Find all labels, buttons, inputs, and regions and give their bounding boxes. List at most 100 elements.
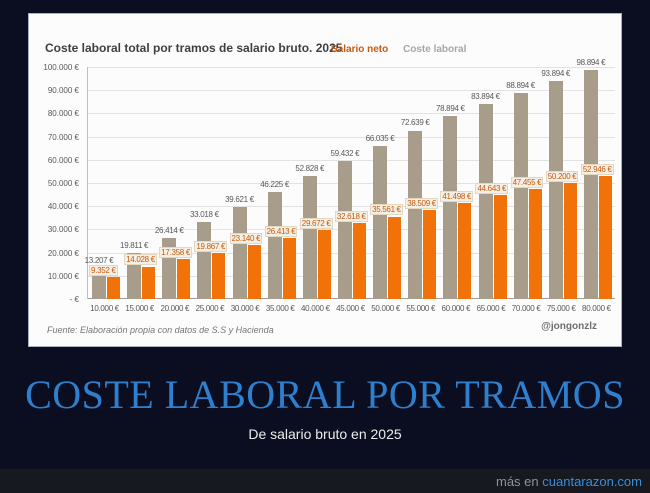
meme-title: COSTE LABORAL POR TRAMOS [25,372,625,417]
x-tick-label: 15.000 € [125,304,155,313]
y-tick-label: 50.000 € [47,179,79,188]
bar-value-label-neto: 26.413 € [264,225,298,237]
bar-value-label-neto: 19.867 € [194,240,228,252]
y-tick-label: 100.000 € [43,63,79,72]
bar-value-label-neto: 41.498 € [440,190,474,202]
x-axis: 10.000 € 15.000 € 20.000 € 25.000 € 30.000 €… [87,304,614,316]
bar-salario-neto [212,252,226,299]
bar-salario-neto [388,216,402,299]
y-tick-label: 30.000 € [47,225,79,235]
bar-coste-laboral [548,81,563,299]
bar-value-label-neto: 35.561 € [370,204,403,216]
bar-value-label-neto: 29.672 € [299,218,333,230]
bar-coste-laboral [583,69,598,299]
bar-salario-neto [528,188,542,299]
x-tick-label: 60.000 € [441,304,471,313]
y-tick-label: 80.000 € [47,109,79,119]
bar-value-label-coste: 52.828 € [295,164,325,174]
bar-salario-neto [493,195,507,299]
bar-value-label-coste: 88.894 € [506,80,535,90]
legend-item-salario-neto: Salario neto [331,44,389,55]
x-tick-label: 40.000 € [300,304,330,313]
bar-value-label-coste: 93.894 € [541,69,571,79]
bar-coste-laboral [408,130,423,299]
chart-panel: Coste laboral total por tramos de salari… [28,13,622,347]
bar-coste-laboral [513,92,528,299]
x-tick-label: 35.000 € [265,304,295,313]
bar-value-label-coste: 39.621 € [225,195,254,205]
y-tick-label: - € [69,295,79,304]
bar-coste-laboral [302,176,317,299]
bar-salario-neto [317,230,331,299]
x-tick-label: 50.000 € [371,304,400,313]
bar-value-label-coste: 83.894 € [471,92,500,102]
x-tick-label: 30.000 € [230,304,260,313]
watermark-prefix: más en [496,474,539,489]
bar-salario-neto [563,182,577,299]
bar-salario-neto [107,277,120,299]
gridline [88,136,615,138]
bar-value-label-neto: 47.455 € [510,176,544,188]
bar-value-label-coste: 66.035 € [365,133,395,143]
bar-value-label-neto: 32.618 € [334,211,368,223]
gridline [88,113,615,115]
author-handle: @jongonzlz [541,321,597,332]
x-tick-label: 70.000 € [511,304,541,313]
gridline [88,67,615,68]
x-tick-label: 45.000 € [336,304,365,313]
source-note: Fuente: Elaboración propia con datos de … [47,325,274,335]
bar-value-label-neto: 14.028 € [124,254,157,266]
watermark: más en cuantarazon.com [496,474,642,489]
bar-value-label-coste: 98.894 € [576,57,606,67]
plot-area: 13.207 €9.352 € 19.811 € 14.028 € 26.414 € 1… [85,58,615,299]
bar-coste-laboral [232,207,247,299]
bar-value-label-neto: 44.643 € [475,183,509,195]
bar-value-label-coste: 13.207 € [84,256,114,266]
bar-value-label-coste: 78.894 € [435,103,465,113]
y-tick-label: 20.000 € [47,248,79,258]
bar-salario-neto [177,258,191,299]
x-tick-label: 55.000 € [406,304,436,313]
gridline [88,90,615,92]
footer-bar [0,469,650,493]
chart-legend: Salario neto Coste laboral [331,44,478,55]
bar-value-label-coste: 46.225 € [260,179,290,189]
bar-value-label-neto: 17.358 € [159,246,193,258]
bar-value-label-coste: 26.414 € [154,225,184,235]
bar-coste-laboral [267,191,282,299]
y-tick-label: 70.000 € [47,132,79,142]
y-axis: - € 10.000 € 20.000 € 30.000 € 40.000 € 50.00… [29,63,83,304]
y-tick-label: 40.000 € [47,202,79,212]
legend-item-coste-laboral: Coste laboral [403,44,467,55]
bar-value-label-coste: 33.018 € [190,210,219,220]
bar-salario-neto [423,209,437,299]
x-tick-label: 25.000 € [195,304,225,313]
bar-coste-laboral [478,104,493,299]
watermark-link[interactable]: cuantarazon.com [542,474,642,489]
gridline [88,159,615,161]
bar-value-label-coste: 59.432 € [330,149,360,159]
x-tick-label: 65.000 € [476,304,506,313]
bar-salario-neto [598,176,612,299]
bar-salario-neto [247,245,261,299]
bar-coste-laboral [373,145,388,299]
bar-coste-laboral [197,222,212,299]
bar-salario-neto [352,223,366,299]
x-tick-label: 10.000 € [90,304,119,313]
y-tick-label: 90.000 € [47,86,79,96]
x-tick-label: 80.000 € [582,304,611,313]
y-tick-label: 60.000 € [47,155,79,165]
bar-salario-neto [142,266,156,299]
bar-salario-neto [458,202,472,299]
bar-coste-laboral [337,161,352,299]
meme-subtitle: De salario bruto en 2025 [248,426,402,442]
chart-title: Coste laboral total por tramos de salari… [45,41,343,55]
bar-value-label-coste: 19.811 € [120,241,149,251]
bar-salario-neto [282,237,296,299]
bar-coste-laboral [443,116,458,299]
bar-value-label-neto: 50.200 € [545,170,579,182]
bar-value-label-coste: 72.639 € [400,118,430,128]
x-tick-label: 20.000 € [160,304,190,313]
bar-value-label-neto: 23.140 € [229,233,263,245]
bar-value-label-neto: 38.509 € [405,197,438,209]
